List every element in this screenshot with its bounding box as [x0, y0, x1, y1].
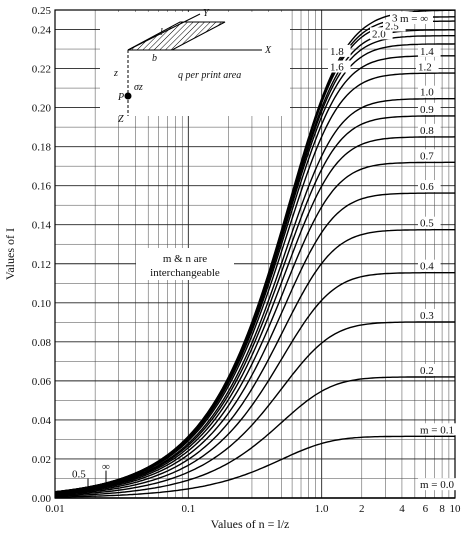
series-line — [54, 376, 455, 497]
curve-label: m = ∞ — [400, 13, 428, 25]
y-tick-label: 0.20 — [32, 103, 52, 115]
label-load: q per print area — [178, 70, 241, 81]
curve-label-bg — [416, 60, 439, 73]
y-tick-label: 0.24 — [32, 25, 52, 37]
y-tick-label: 0.25 — [32, 5, 52, 17]
series-line — [54, 98, 455, 494]
y-tick-label: 0.22 — [32, 64, 51, 76]
curve-label: 1.2 — [418, 62, 432, 74]
series-line — [54, 161, 455, 494]
x-tick-label: 1.0 — [315, 503, 329, 515]
curve-label: 1.6 — [330, 62, 344, 74]
curve-labels: m = 0.0 m = 0.1 0.2 0.3 0.4 0.5 0.6 0.7 0.8 0.9 1.… — [72, 11, 466, 491]
curve-label: 0.6 — [420, 181, 434, 193]
y-tick-label: 0.14 — [32, 220, 52, 232]
curve-label: m = 0.0 — [420, 479, 455, 491]
series-line — [54, 72, 455, 493]
y-tick-label: 0.00 — [32, 493, 52, 505]
note-text: m & n are — [163, 253, 207, 265]
x-tick-label: 4 — [399, 503, 405, 515]
curve-label: 1.8 — [330, 46, 344, 58]
curve-label-bg — [418, 44, 441, 57]
curve-label-bg — [418, 363, 441, 376]
curve-label: 0.8 — [420, 125, 434, 137]
left-label-05: 0.5 — [72, 469, 86, 481]
label-sigma: σz — [134, 82, 143, 93]
y-tick-label: 0.06 — [32, 376, 52, 388]
curve-label-bg — [398, 12, 433, 24]
label-l: l — [160, 27, 163, 38]
curve-label: 0.4 — [420, 261, 434, 273]
x-tick-label: 8 — [439, 503, 445, 515]
series-line — [54, 229, 455, 495]
label-y: Y — [203, 8, 210, 19]
label-z: Z — [118, 114, 124, 125]
y-tick-label: 0.16 — [32, 181, 52, 193]
curve-label-bg — [418, 85, 441, 98]
note-background — [136, 248, 234, 280]
series-line — [54, 272, 455, 496]
y-tick-label: 0.02 — [32, 454, 51, 466]
label-x: X — [264, 45, 272, 56]
left-label-inf: ∞ — [102, 461, 110, 473]
x-tick-label: 2 — [359, 503, 365, 515]
curve-label-bg — [418, 216, 441, 229]
curves — [54, 9, 456, 499]
note-text-line2: interchangeable — [150, 267, 220, 279]
curve-label-bg — [418, 102, 441, 115]
curve-label: 0.5 — [420, 218, 434, 230]
series-line — [54, 9, 455, 493]
y-axis-arrow — [127, 13, 201, 51]
y-tick-label: 0.12 — [32, 259, 51, 271]
x-axis-label: Values of n = l/z — [211, 517, 290, 531]
curve-label-bg — [328, 60, 351, 73]
series-line — [54, 192, 455, 495]
series-line — [54, 435, 455, 498]
label-p: P — [117, 92, 124, 103]
curve-label: 0.3 — [420, 310, 434, 322]
label-b: b — [152, 53, 157, 64]
x-tick-label: 0.1 — [181, 503, 195, 515]
curve-label-bg — [418, 478, 466, 491]
curve-label: 1.0 — [420, 87, 434, 99]
series-line — [54, 321, 455, 497]
y-tick-label: 0.08 — [32, 337, 52, 349]
x-tick-label: 0.01 — [45, 503, 64, 515]
curve-label: 0.9 — [420, 104, 434, 116]
curve-label: m = 0.1 — [420, 424, 454, 436]
point-p — [124, 92, 132, 100]
y-tick-label: 0.04 — [32, 415, 52, 427]
curve-label: 2.0 — [372, 28, 386, 40]
y-axis-label: Values of I — [3, 228, 17, 280]
label-z-depth: z — [113, 68, 118, 79]
curve-label: 1.4 — [420, 46, 434, 58]
tick-labels: 0.000.020.040.060.080.100.120.140.160.18… — [32, 5, 461, 515]
curve-label-bg — [418, 149, 441, 162]
inset-sketch: X Y Z l b z P σz q per print area — [100, 8, 290, 125]
y-tick-label: 0.10 — [32, 298, 52, 310]
curve-label: 0.2 — [420, 365, 434, 377]
series-line — [54, 55, 455, 493]
x-tick-label: 10 — [450, 503, 462, 515]
y-tick-label: 0.18 — [32, 142, 52, 154]
plot-frame — [54, 9, 456, 499]
curve-label-bg — [418, 308, 441, 321]
x-tick-label: 6 — [423, 503, 429, 515]
curve-label: 0.7 — [420, 150, 434, 162]
curve-label-bg — [328, 44, 351, 57]
series-line — [54, 136, 456, 494]
curve-label-bg — [418, 180, 441, 193]
curve-label-bg — [418, 259, 441, 272]
curve-label-bg — [418, 123, 441, 136]
curve-label-bg — [418, 423, 466, 436]
